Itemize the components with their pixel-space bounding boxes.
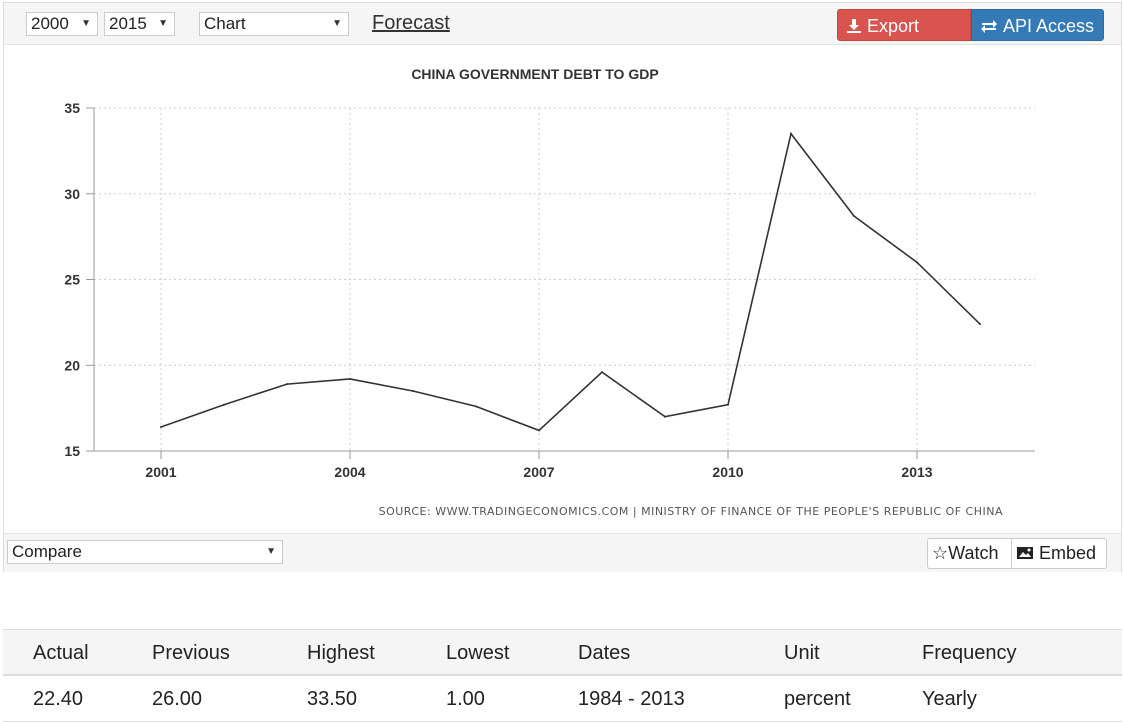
- view-value: Chart: [204, 14, 246, 33]
- value-previous: 26.00: [152, 688, 203, 710]
- api-access-button[interactable]: API Access: [971, 9, 1104, 41]
- swap-arrows-icon: [980, 10, 998, 42]
- export-data-button[interactable]: Export Data: [837, 9, 971, 68]
- data-point: [223, 403, 225, 406]
- data-point: [853, 215, 855, 218]
- end-year-value: 2015: [109, 14, 147, 33]
- value-unit: percent: [784, 688, 851, 710]
- data-point: [160, 425, 162, 428]
- chart-source: SOURCE: WWW.TRADINGECONOMICS.COM | MINIS…: [379, 505, 1003, 518]
- chevron-down-icon: ▼: [81, 18, 91, 29]
- header-previous: Previous: [152, 642, 230, 664]
- chart-title: CHINA GOVERNMENT DEBT TO GDP: [411, 66, 658, 82]
- stats-value-row: 22.40 26.00 33.50 1.00 1984 - 2013 perce…: [3, 676, 1122, 722]
- y-tick-label: 35: [64, 100, 80, 116]
- data-point: [286, 383, 288, 386]
- data-point: [412, 389, 414, 392]
- data-point: [475, 405, 477, 408]
- y-tick-label: 15: [64, 443, 80, 459]
- chevron-down-icon: ▼: [266, 546, 276, 557]
- series-line: [160, 131, 981, 432]
- data-point: [727, 403, 729, 406]
- chart-series: [160, 131, 981, 432]
- chart-footer: Compare ▼ ☆Watch Embed: [4, 533, 1121, 572]
- y-tick-label: 25: [64, 272, 80, 288]
- compare-value: Compare: [12, 542, 82, 561]
- value-dates: 1984 - 2013: [578, 688, 685, 710]
- data-point: [979, 323, 981, 326]
- forecast-link[interactable]: Forecast: [372, 12, 450, 34]
- header-frequency: Frequency: [922, 642, 1017, 664]
- y-tick-label: 20: [64, 357, 80, 373]
- header-dates: Dates: [578, 642, 631, 664]
- x-tick-label: 2007: [523, 464, 554, 480]
- start-year-select[interactable]: 2000 ▼: [26, 12, 98, 36]
- image-icon: [1016, 543, 1039, 563]
- data-point: [601, 371, 603, 374]
- header-lowest: Lowest: [446, 642, 510, 664]
- x-tick-label: 2004: [334, 464, 365, 480]
- data-point: [790, 132, 792, 135]
- value-frequency: Yearly: [922, 688, 977, 710]
- line-chart: CHINA GOVERNMENT DEBT TO GDP 15 20 25 30 35 2…: [64, 66, 1035, 518]
- data-point: [916, 261, 918, 264]
- watch-label: Watch: [948, 543, 999, 563]
- embed-button[interactable]: Embed: [1011, 538, 1107, 569]
- chevron-down-icon: ▼: [332, 18, 342, 29]
- api-access-label: API Access: [1003, 16, 1095, 36]
- chevron-down-icon: ▼: [158, 18, 168, 29]
- value-actual: 22.40: [33, 688, 84, 710]
- embed-label: Embed: [1039, 543, 1097, 563]
- data-point: [664, 415, 666, 418]
- x-tick-label: 2010: [712, 464, 743, 480]
- start-year-value: 2000: [31, 14, 69, 33]
- value-lowest: 1.00: [446, 688, 485, 710]
- chart-grid: [94, 107, 1035, 451]
- compare-select[interactable]: Compare ▼: [7, 540, 283, 564]
- header-unit: Unit: [784, 642, 820, 664]
- watch-button[interactable]: ☆Watch: [927, 538, 1012, 569]
- data-point: [349, 377, 351, 380]
- chart-panel: 2000 ▼ 2015 ▼ Chart ▼ Forecast Export Da…: [3, 2, 1122, 572]
- chart-toolbar: 2000 ▼ 2015 ▼ Chart ▼ Forecast Export Da…: [4, 3, 1121, 68]
- end-year-select[interactable]: 2015 ▼: [104, 12, 175, 36]
- chart-axes: 15 20 25 30 35 2001 2004 2007 2010 2013: [64, 100, 1035, 480]
- data-point: [538, 429, 540, 432]
- star-icon: ☆: [932, 543, 949, 563]
- download-icon: [846, 10, 862, 42]
- y-tick-label: 30: [64, 186, 80, 202]
- value-highest: 33.50: [307, 688, 358, 710]
- export-data-label: Export Data: [846, 16, 920, 68]
- stats-header-row: Actual Previous Highest Lowest Dates Uni…: [3, 630, 1122, 676]
- stats-table: Actual Previous Highest Lowest Dates Uni…: [3, 629, 1122, 722]
- x-tick-label: 2001: [145, 464, 176, 480]
- header-actual: Actual: [33, 642, 89, 664]
- view-select[interactable]: Chart ▼: [199, 12, 349, 36]
- header-highest: Highest: [307, 642, 375, 664]
- x-tick-label: 2013: [901, 464, 932, 480]
